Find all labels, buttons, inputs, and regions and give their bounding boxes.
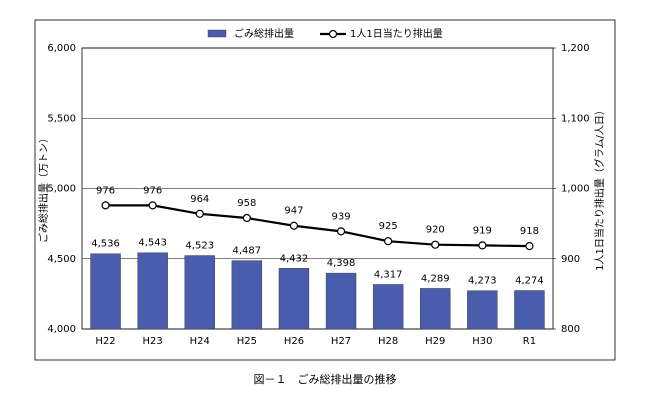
data-label: 4,543 [138,238,167,249]
data-label: 4,274 [515,276,544,287]
line-marker [384,237,393,246]
bar [325,272,357,330]
data-label: 939 [332,211,351,222]
data-label: 4,398 [327,258,356,269]
legend-marker [328,29,338,39]
y2-tick-label: 1,200 [561,43,590,54]
bar [184,255,215,330]
data-label: 4,289 [421,273,450,284]
x-tick-label: H25 [237,336,257,347]
data-label: 925 [379,221,398,232]
bar [137,252,168,330]
data-label: 918 [520,226,539,237]
legend-label: 1人1日当たり排出量 [350,27,443,40]
data-label: 958 [237,198,256,209]
x-tick-label: H23 [143,336,163,347]
chart-frame [34,19,616,361]
line-marker [431,240,440,249]
data-label: 919 [473,225,492,236]
x-tick-label: H27 [331,336,351,347]
y-tick-label: 4,500 [47,254,76,265]
y-tick-label: 6,000 [47,43,76,54]
line-marker [101,201,110,210]
line-marker [478,241,487,250]
data-label: 4,317 [374,269,403,280]
data-label: 4,487 [233,246,262,257]
line [105,204,530,248]
x-tick-label: H24 [190,336,210,347]
legend-swatch [207,29,227,38]
x-tick-label: H22 [95,336,115,347]
data-label: 4,523 [185,241,214,252]
line-marker [289,221,299,230]
bar [372,284,404,330]
data-label: 976 [96,185,115,196]
y-tick-label: 5,000 [47,184,76,195]
data-label: 4,432 [280,253,309,264]
y2-tick-label: 1,000 [561,184,590,195]
data-label: 4,273 [468,276,497,287]
x-tick-label: H26 [284,336,304,347]
y2-tick-label: 900 [561,254,580,265]
legend-label: ごみ総排出量 [234,27,294,40]
line-marker [525,242,534,251]
bar [514,290,545,330]
data-label: 964 [190,194,209,205]
x-tick-label: R1 [523,336,536,347]
bar [420,288,451,330]
bar [90,253,121,330]
y2-tick-label: 1,100 [561,113,590,124]
bar [278,268,310,330]
data-label: 976 [143,185,162,196]
data-label: 920 [426,225,445,236]
line-marker [336,227,346,236]
x-tick-label: H30 [472,336,492,347]
line-marker [195,209,204,218]
line-marker [242,213,251,223]
y2-tick-label: 800 [561,324,580,335]
y-tick-label: 5,500 [47,113,76,124]
line-marker [148,201,157,210]
y2-axis-label: 1人1日当たり排出量（グラム/人日） [593,105,606,271]
bar [231,260,263,330]
data-label: 947 [284,206,303,217]
y-tick-label: 4,000 [47,324,76,335]
bar [467,290,498,330]
data-label: 4,536 [91,239,120,250]
chart-title: 図－１ ごみ総排出量の推移 [254,372,397,386]
y-axis-label: ごみ総排出量（万トン） [37,133,50,243]
x-tick-label: H29 [425,336,445,347]
x-tick-label: H28 [378,336,398,347]
